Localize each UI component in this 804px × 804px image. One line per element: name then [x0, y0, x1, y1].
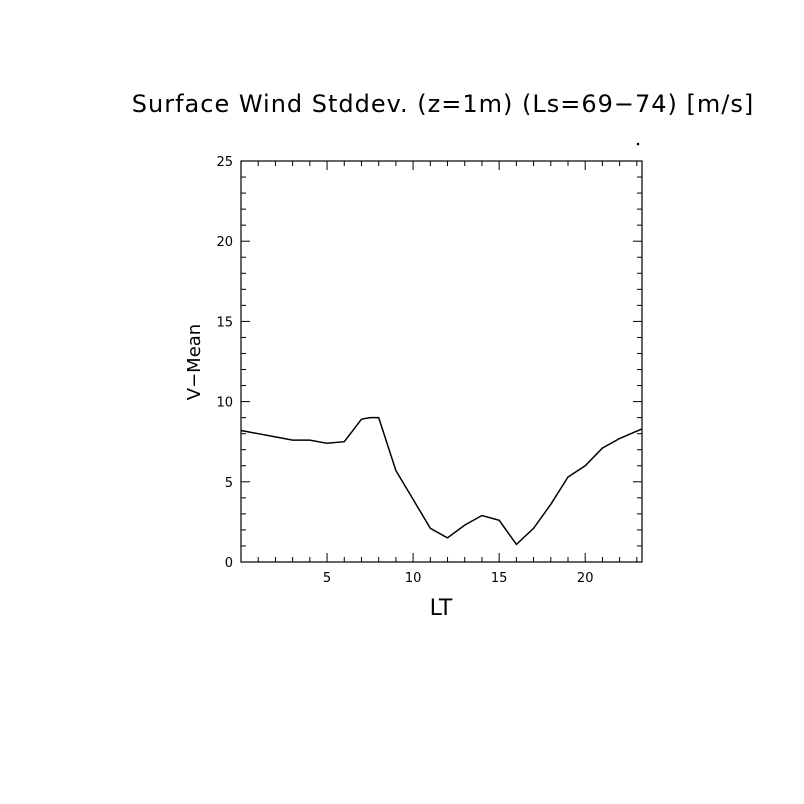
plot-frame: [240, 160, 643, 563]
tick-labels: 5 10 15 20 0 5 10 15 20 25: [216, 155, 593, 586]
major-ticks: [241, 160, 642, 563]
x-tick-label: 10: [405, 571, 422, 586]
y-axis-label: V−Mean: [184, 324, 205, 400]
chart-title: Surface Wind Stddev. (z=1m) (Ls=69−74) […: [132, 90, 754, 118]
x-tick-label: 15: [491, 571, 508, 586]
minor-ticks: [240, 161, 642, 562]
y-tick-label: 10: [216, 396, 233, 411]
x-axis-label: LT: [430, 596, 453, 621]
x-tick-label: 20: [577, 571, 594, 586]
y-tick-label: 5: [225, 476, 233, 491]
y-tick-label: 0: [225, 556, 233, 571]
x-tick-label: 5: [323, 571, 331, 586]
series-line: [240, 416, 643, 546]
corner-dot: [636, 142, 640, 146]
y-tick-label: 25: [216, 155, 233, 170]
y-tick-label: 15: [216, 315, 233, 330]
y-tick-label: 20: [216, 235, 233, 250]
